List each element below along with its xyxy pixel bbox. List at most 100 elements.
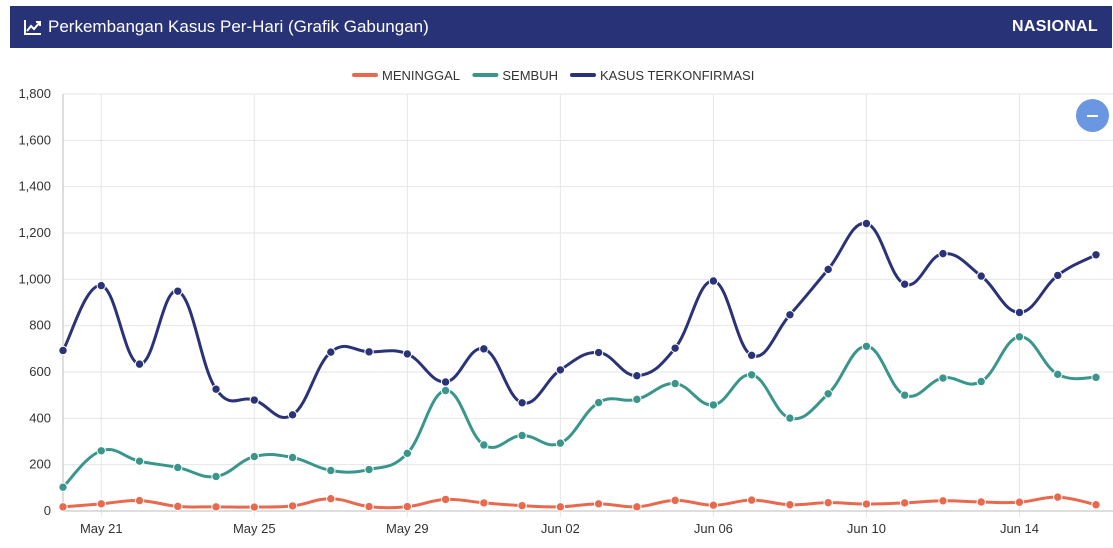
data-point-meninggal (287, 501, 298, 511)
y-tick-label: 1,400 (18, 179, 51, 194)
data-point-kasus-terkonfirmasi (173, 286, 183, 296)
data-point-kasus-terkonfirmasi (479, 344, 489, 354)
y-tick-label: 600 (29, 364, 51, 379)
region-label: NASIONAL (1012, 18, 1098, 35)
data-point-sembuh (861, 341, 872, 351)
x-tick-label: May 29 (386, 521, 429, 536)
data-point-kasus-terkonfirmasi (555, 365, 566, 375)
data-point-sembuh (785, 413, 795, 423)
data-point-meninggal (632, 502, 642, 512)
data-point-sembuh (402, 448, 413, 459)
data-point-kasus-terkonfirmasi (900, 279, 910, 289)
data-point-meninggal (785, 500, 795, 510)
data-point-meninggal (402, 501, 413, 512)
data-point-sembuh (708, 400, 719, 410)
y-tick-label: 400 (29, 410, 51, 425)
minus-icon (1087, 114, 1098, 117)
y-tick-label: 200 (29, 457, 51, 472)
series-line-meninggal (62, 495, 1097, 510)
data-point-sembuh (364, 464, 374, 475)
x-tick-label: May 21 (80, 521, 123, 536)
legend-entry: SEMBUH (502, 68, 558, 83)
data-point-meninggal (134, 495, 145, 506)
x-tick-label: Jun 14 (1000, 521, 1039, 536)
data-point-meninggal (58, 502, 68, 512)
data-point-meninggal (746, 495, 757, 505)
data-point-kasus-terkonfirmasi (861, 218, 872, 229)
data-point-kasus-terkonfirmasi (823, 264, 833, 275)
data-point-meninggal (900, 498, 910, 508)
series-line-sembuh (61, 335, 1097, 489)
data-point-kasus-terkonfirmasi (58, 345, 68, 356)
data-point-sembuh (976, 376, 986, 387)
y-tick-label: 800 (29, 318, 51, 333)
data-point-sembuh (58, 482, 68, 492)
data-point-meninggal (708, 500, 719, 510)
data-point-meninggal (593, 499, 604, 509)
data-point-kasus-terkonfirmasi (938, 248, 948, 259)
data-point-meninggal (861, 499, 872, 509)
series-line-kasus-terkonfirmasi (61, 221, 1097, 419)
legend-entry: MENINGGAL (382, 68, 460, 83)
data-point-sembuh (517, 430, 527, 441)
data-point-meninggal (479, 498, 489, 508)
data-point-sembuh (938, 373, 948, 383)
data-point-meninggal (96, 499, 106, 509)
data-point-sembuh (1053, 369, 1063, 380)
header-left: Perkembangan Kasus Per-Hari (Grafik Gabu… (24, 17, 429, 37)
page-title: Perkembangan Kasus Per-Hari (Grafik Gabu… (48, 17, 429, 36)
data-point-sembuh (746, 370, 757, 380)
y-tick-label: 0 (44, 503, 51, 518)
y-tick-label: 1,000 (18, 271, 51, 286)
data-point-sembuh (96, 446, 106, 456)
data-point-kasus-terkonfirmasi (364, 347, 374, 357)
data-point-kasus-terkonfirmasi (708, 276, 719, 286)
data-point-meninggal (555, 502, 566, 512)
data-point-kasus-terkonfirmasi (402, 349, 413, 359)
data-point-meninggal (249, 502, 259, 512)
legend-entry: KASUS TERKONFIRMASI (600, 68, 754, 83)
data-point-meninggal (440, 494, 451, 505)
data-point-meninggal (326, 494, 336, 504)
x-tick-label: Jun 02 (541, 521, 580, 536)
data-point-kasus-terkonfirmasi (785, 310, 795, 320)
data-point-meninggal (364, 501, 374, 512)
data-point-sembuh (479, 440, 489, 450)
line-chart-icon (24, 20, 41, 35)
data-point-meninggal (976, 497, 986, 507)
data-point-meninggal (211, 502, 221, 512)
data-point-sembuh (593, 397, 604, 408)
data-point-sembuh (211, 471, 221, 482)
data-point-sembuh (632, 394, 642, 405)
data-point-kasus-terkonfirmasi (670, 343, 680, 353)
data-point-kasus-terkonfirmasi (1014, 307, 1025, 318)
data-point-kasus-terkonfirmasi (517, 398, 527, 408)
data-point-kasus-terkonfirmasi (632, 371, 642, 381)
data-point-sembuh (670, 378, 680, 389)
data-point-meninggal (670, 495, 680, 506)
data-point-kasus-terkonfirmasi (976, 271, 986, 281)
y-tick-label: 1,600 (18, 132, 51, 147)
data-point-kasus-terkonfirmasi (96, 280, 106, 291)
data-point-sembuh (287, 452, 298, 463)
data-point-meninggal (1014, 497, 1025, 507)
data-point-kasus-terkonfirmasi (1053, 270, 1063, 281)
data-point-kasus-terkonfirmasi (746, 350, 757, 361)
data-point-sembuh (249, 451, 259, 462)
data-point-meninggal (823, 497, 833, 508)
data-point-sembuh (173, 462, 183, 473)
data-point-sembuh (555, 438, 566, 448)
x-tick-label: May 25 (233, 521, 276, 536)
data-point-meninggal (1053, 492, 1063, 502)
data-point-kasus-terkonfirmasi (440, 377, 451, 387)
y-tick-label: 1,800 (18, 86, 51, 101)
data-point-kasus-terkonfirmasi (287, 410, 298, 420)
zoom-reset-button[interactable] (1076, 99, 1109, 132)
data-point-sembuh (900, 390, 910, 400)
data-point-kasus-terkonfirmasi (1091, 250, 1101, 260)
data-point-kasus-terkonfirmasi (134, 359, 145, 369)
data-point-sembuh (1091, 372, 1101, 383)
data-point-sembuh (823, 389, 833, 399)
data-point-kasus-terkonfirmasi (249, 395, 259, 405)
x-tick-label: Jun 10 (847, 521, 886, 536)
